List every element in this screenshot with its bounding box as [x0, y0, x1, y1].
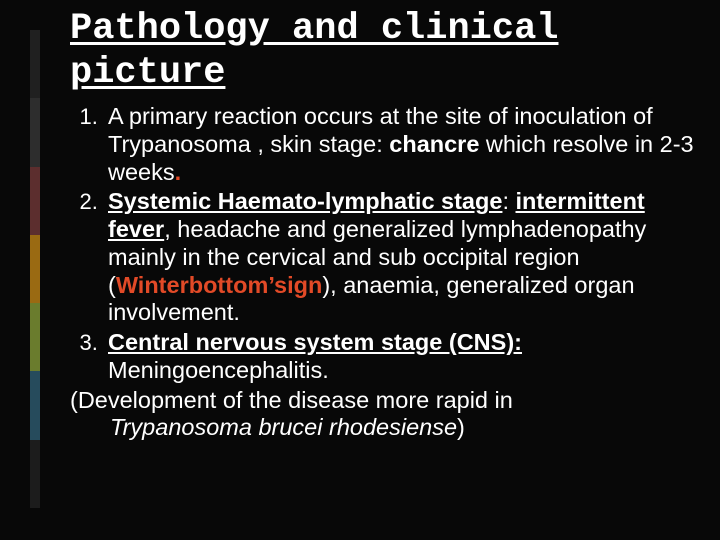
item1-key: chancre — [389, 131, 479, 157]
item2-sign: Winterbottom’sign — [116, 272, 322, 298]
tail-species: Trypanosoma brucei rhodesiense — [110, 414, 457, 440]
slide-title: Pathology and clinical picture — [70, 8, 698, 95]
numbered-list: A primary reaction occurs at the site of… — [70, 103, 698, 384]
list-item-2: Systemic Haemato-lymphatic stage: interm… — [104, 188, 698, 327]
list-item-1: A primary reaction occurs at the site of… — [104, 103, 698, 186]
list-item-3: Central nervous system stage (CNS): Meni… — [104, 329, 698, 384]
tail-close: ) — [457, 414, 465, 440]
item3-heading: Central nervous system stage (CNS): — [108, 329, 522, 355]
item2-stage: Systemic Haemato-lymphatic stage — [108, 188, 502, 214]
tail-line-1: (Development of the disease more rapid i… — [70, 387, 698, 415]
slide-body: A primary reaction occurs at the site of… — [70, 103, 698, 442]
side-accent-bar — [30, 30, 40, 508]
tail-line-2: Trypanosoma brucei rhodesiense) — [70, 414, 698, 442]
item2-colon: : — [502, 188, 515, 214]
item1-period: . — [175, 159, 182, 185]
slide: Pathology and clinical picture A primary… — [0, 0, 720, 540]
tail-pre: (Development of the disease more rapid i… — [70, 387, 513, 413]
item3-rest: Meningoencephalitis. — [108, 357, 329, 383]
